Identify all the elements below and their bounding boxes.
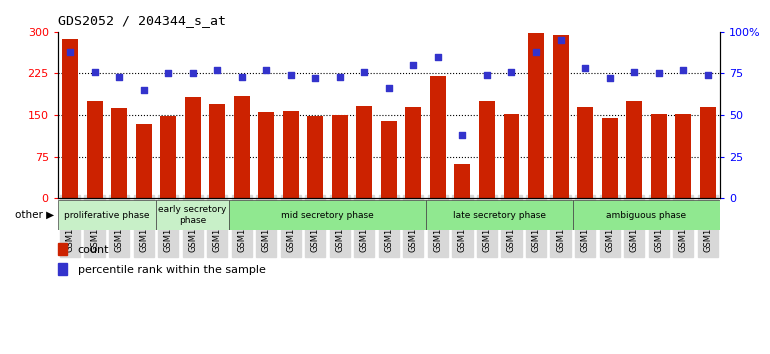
Bar: [86, 101, 102, 198]
Point: [383, 86, 395, 91]
Point: [604, 76, 616, 81]
Text: mid secretory phase: mid secretory phase: [281, 211, 374, 219]
Point: [285, 72, 297, 78]
Bar: [700, 107, 715, 198]
Point: [432, 54, 444, 59]
Point: [480, 72, 493, 78]
Bar: [185, 97, 201, 198]
Bar: [62, 39, 78, 198]
Text: early secretory
phase: early secretory phase: [159, 205, 227, 225]
Bar: [111, 108, 127, 198]
Bar: [58, 243, 67, 255]
Point: [407, 62, 420, 68]
Point: [701, 72, 714, 78]
Bar: [160, 116, 176, 198]
Point: [457, 132, 469, 138]
Bar: [58, 263, 67, 275]
Text: late secretory phase: late secretory phase: [453, 211, 546, 219]
Bar: [332, 115, 348, 198]
Point: [628, 69, 641, 75]
Bar: [426, 200, 573, 230]
Point: [260, 67, 273, 73]
Bar: [454, 164, 470, 198]
Bar: [528, 33, 544, 198]
Bar: [283, 110, 299, 198]
Text: GDS2052 / 204344_s_at: GDS2052 / 204344_s_at: [58, 14, 226, 27]
Point: [211, 67, 223, 73]
Text: other ▶: other ▶: [15, 210, 54, 220]
Point: [677, 67, 689, 73]
Point: [137, 87, 149, 93]
Point: [89, 69, 101, 75]
Bar: [601, 118, 618, 198]
Point: [652, 71, 665, 76]
Bar: [479, 101, 495, 198]
Bar: [651, 114, 667, 198]
Bar: [504, 114, 520, 198]
Point: [113, 74, 126, 80]
Point: [358, 69, 370, 75]
Point: [64, 49, 76, 55]
Point: [579, 65, 591, 71]
Bar: [430, 76, 446, 198]
Bar: [405, 107, 421, 198]
Point: [236, 74, 248, 80]
Point: [162, 71, 174, 76]
Bar: [381, 121, 397, 198]
Text: count: count: [78, 245, 109, 255]
Bar: [675, 114, 691, 198]
Point: [333, 74, 346, 80]
Bar: [229, 200, 426, 230]
Text: percentile rank within the sample: percentile rank within the sample: [78, 265, 266, 275]
Text: ambiguous phase: ambiguous phase: [606, 211, 686, 219]
Point: [186, 71, 199, 76]
Point: [554, 37, 567, 43]
Point: [505, 69, 517, 75]
Point: [530, 49, 542, 55]
Bar: [209, 104, 225, 198]
Bar: [553, 35, 568, 198]
Bar: [234, 96, 249, 198]
Point: [309, 76, 321, 81]
Bar: [626, 101, 642, 198]
Bar: [136, 125, 152, 198]
Bar: [58, 200, 156, 230]
Bar: [156, 200, 229, 230]
Bar: [573, 200, 720, 230]
Bar: [258, 112, 274, 198]
Bar: [577, 107, 593, 198]
Bar: [307, 116, 323, 198]
Bar: [357, 105, 373, 198]
Text: proliferative phase: proliferative phase: [64, 211, 149, 219]
